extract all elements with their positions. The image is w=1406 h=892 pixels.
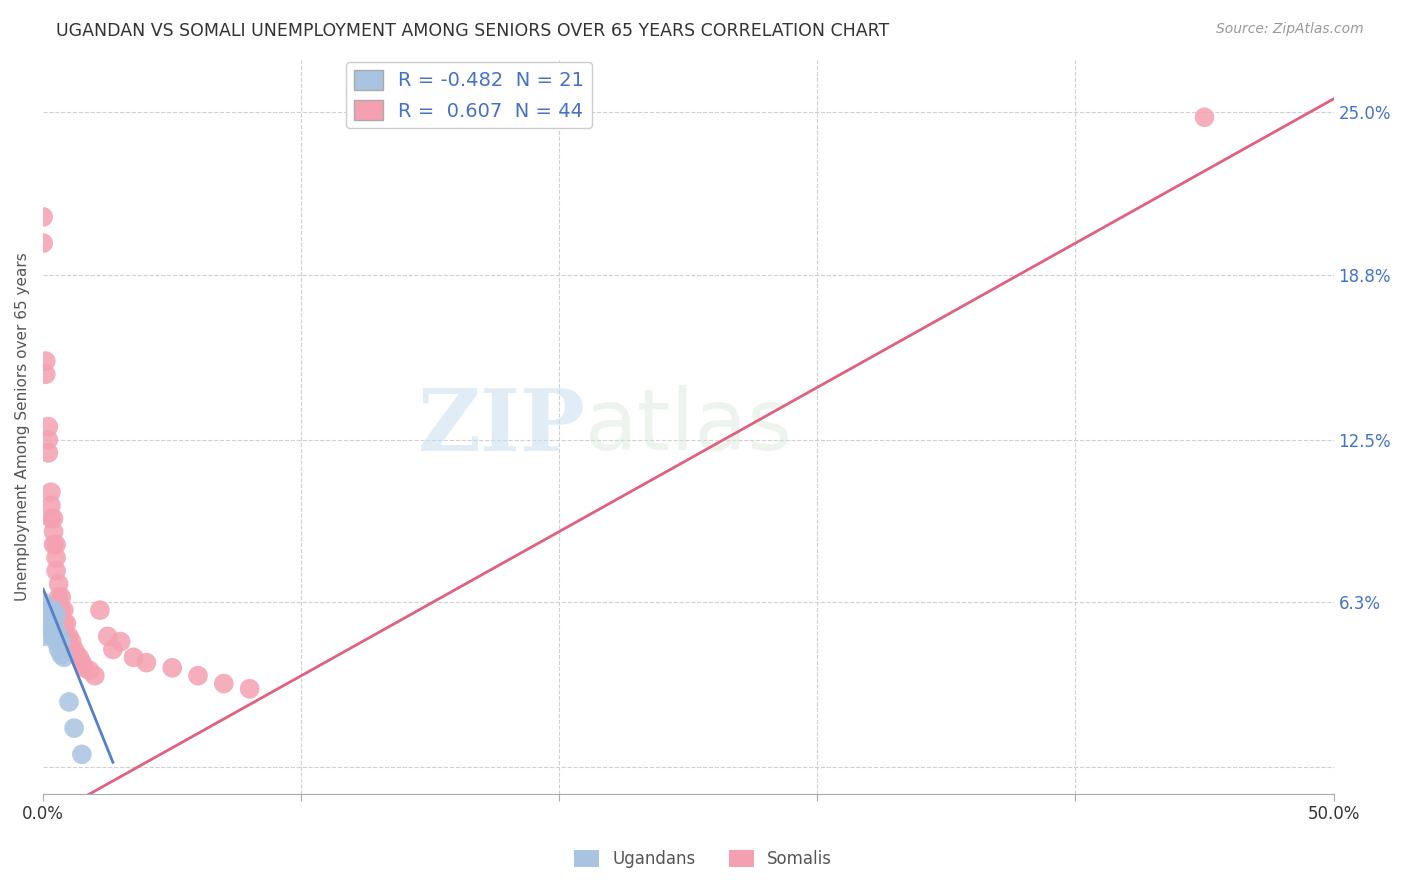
Text: atlas: atlas <box>585 385 793 468</box>
Point <box>187 669 209 683</box>
Point <box>52 616 75 631</box>
Text: UGANDAN VS SOMALI UNEMPLOYMENT AMONG SENIORS OVER 65 YEARS CORRELATION CHART: UGANDAN VS SOMALI UNEMPLOYMENT AMONG SEN… <box>56 22 890 40</box>
Point <box>58 629 80 643</box>
Point <box>135 656 157 670</box>
Point <box>70 656 93 670</box>
Point <box>42 616 65 631</box>
Point <box>101 642 124 657</box>
Point <box>45 624 67 639</box>
Point <box>37 433 59 447</box>
Point <box>83 669 105 683</box>
Point <box>42 524 65 539</box>
Point <box>212 676 235 690</box>
Point <box>79 664 101 678</box>
Point <box>51 603 73 617</box>
Point <box>42 629 65 643</box>
Point <box>32 210 55 224</box>
Point <box>37 616 59 631</box>
Point <box>55 629 77 643</box>
Point <box>70 747 93 762</box>
Point <box>45 634 67 648</box>
Point <box>60 634 83 648</box>
Point <box>67 650 90 665</box>
Point <box>37 603 59 617</box>
Point <box>42 538 65 552</box>
Point <box>45 538 67 552</box>
Point <box>52 650 75 665</box>
Point <box>37 446 59 460</box>
Point <box>73 661 96 675</box>
Point <box>45 608 67 623</box>
Point <box>39 511 62 525</box>
Point <box>51 648 73 662</box>
Point <box>63 721 86 735</box>
Point <box>45 564 67 578</box>
Legend: R = -0.482  N = 21, R =  0.607  N = 44: R = -0.482 N = 21, R = 0.607 N = 44 <box>346 62 592 128</box>
Y-axis label: Unemployment Among Seniors over 65 years: Unemployment Among Seniors over 65 years <box>15 252 30 601</box>
Point <box>32 236 55 251</box>
Point <box>42 511 65 525</box>
Point <box>39 608 62 623</box>
Point <box>48 642 70 657</box>
Point <box>45 550 67 565</box>
Point <box>39 498 62 512</box>
Point <box>39 624 62 639</box>
Point <box>58 695 80 709</box>
Point <box>48 629 70 643</box>
Point <box>63 642 86 657</box>
Point <box>39 485 62 500</box>
Legend: Ugandans, Somalis: Ugandans, Somalis <box>567 843 839 875</box>
Point <box>32 595 55 609</box>
Point <box>35 354 58 368</box>
Text: Source: ZipAtlas.com: Source: ZipAtlas.com <box>1216 22 1364 37</box>
Point <box>160 661 183 675</box>
Point <box>89 603 111 617</box>
Point <box>110 634 132 648</box>
Point <box>48 577 70 591</box>
Text: ZIP: ZIP <box>418 384 585 468</box>
Point <box>32 608 55 623</box>
Point <box>122 650 145 665</box>
Point <box>51 634 73 648</box>
Point <box>1194 110 1216 124</box>
Point <box>32 629 55 643</box>
Point <box>97 629 120 643</box>
Point <box>37 419 59 434</box>
Point <box>51 590 73 604</box>
Point <box>35 368 58 382</box>
Point <box>52 603 75 617</box>
Point <box>48 590 70 604</box>
Point <box>239 681 262 696</box>
Point <box>42 603 65 617</box>
Point <box>66 648 89 662</box>
Point <box>55 616 77 631</box>
